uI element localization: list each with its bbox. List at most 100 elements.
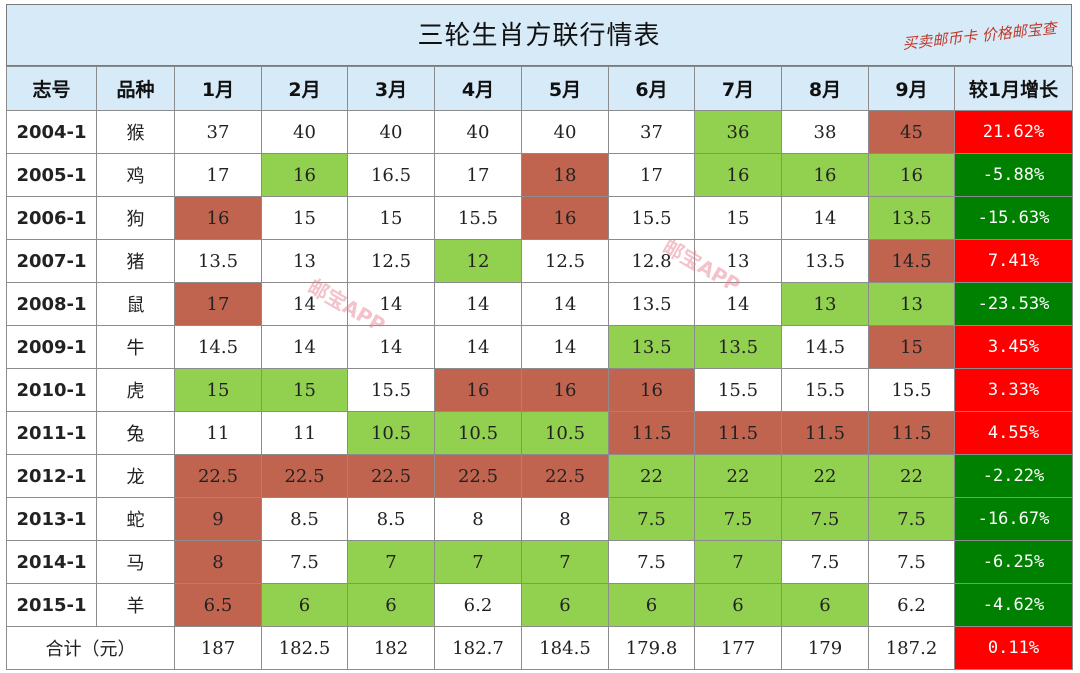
month-price-cell: 11.5: [694, 411, 782, 455]
month-price-cell: 12.5: [347, 239, 435, 283]
month-price-cell: 11: [261, 411, 348, 455]
growth-cell: -23.53%: [954, 282, 1073, 326]
growth-cell: -6.25%: [954, 540, 1073, 584]
growth-cell: -2.22%: [954, 454, 1073, 498]
month-price-cell: 16: [781, 153, 869, 197]
table-row: 2008-1 鼠 17 14 14 14 14 13.5 14 13 13 -23.53%: [6, 282, 1073, 326]
table-row: 2014-1 马 8 7.5 7 7 7 7.5 7 7.5 7.5 -6.25%: [6, 540, 1073, 584]
header-cell: 品种: [96, 66, 175, 111]
month-price-cell: 37: [608, 110, 695, 154]
table-row: 2005-1 鸡 17 16 16.5 17 18 17 16 16 16 -5.88%: [6, 153, 1073, 197]
issue-code-cell: 2007-1: [6, 239, 97, 283]
month-price-cell: 13: [694, 239, 782, 283]
month-price-cell: 14: [434, 325, 522, 369]
month-price-cell: 16: [521, 196, 609, 240]
month-price-cell: 40: [261, 110, 348, 154]
header-row: 志号 品种 1月 2月 3月 4月 5月 6月 7月 8月 9月 较1月增长: [6, 66, 1073, 111]
header-cell: 3月: [347, 66, 435, 111]
zodiac-cell: 虎: [96, 368, 175, 412]
month-price-cell: 14.5: [781, 325, 869, 369]
month-price-cell: 6: [261, 583, 348, 627]
total-row: 合计（元） 187 182.5 182 182.7 184.5 179.8 177 179 187…: [6, 626, 1073, 670]
month-price-cell: 40: [347, 110, 435, 154]
total-label: 合计（元）: [6, 626, 175, 670]
zodiac-cell: 龙: [96, 454, 175, 498]
month-price-cell: 15.5: [347, 368, 435, 412]
month-price-cell: 45: [868, 110, 955, 154]
price-table: 志号 品种 1月 2月 3月 4月 5月 6月 7月 8月 9月 较1月增长 2…: [6, 66, 1073, 670]
table-title: 三轮生肖方联行情表: [417, 21, 661, 51]
growth-cell: -5.88%: [954, 153, 1073, 197]
month-price-cell: 22.5: [521, 454, 609, 498]
month-price-cell: 8: [521, 497, 609, 541]
table-row: 2010-1 虎 15 15 15.5 16 16 16 15.5 15.5 15.5 3.33%: [6, 368, 1073, 412]
total-month-cell: 187.2: [868, 626, 955, 670]
growth-cell: 4.55%: [954, 411, 1073, 455]
month-price-cell: 7.5: [868, 540, 955, 584]
total-growth-cell: 0.11%: [954, 626, 1073, 670]
month-price-cell: 6: [694, 583, 782, 627]
month-price-cell: 16: [261, 153, 348, 197]
table-row: 2007-1 猪 13.5 13 12.5 12 12.5 12.8 13 13.5 14.5 7.4…: [6, 239, 1073, 283]
month-price-cell: 7.5: [608, 540, 695, 584]
month-price-cell: 10.5: [434, 411, 522, 455]
month-price-cell: 15.5: [608, 196, 695, 240]
month-price-cell: 7.5: [608, 497, 695, 541]
zodiac-cell: 鼠: [96, 282, 175, 326]
issue-code-cell: 2006-1: [6, 196, 97, 240]
issue-code-cell: 2011-1: [6, 411, 97, 455]
header-cell: 6月: [608, 66, 695, 111]
month-price-cell: 6: [608, 583, 695, 627]
issue-code-cell: 2010-1: [6, 368, 97, 412]
header-cell: 1月: [174, 66, 262, 111]
month-price-cell: 16: [434, 368, 522, 412]
zodiac-cell: 兔: [96, 411, 175, 455]
month-price-cell: 13.5: [694, 325, 782, 369]
header-cell: 9月: [868, 66, 955, 111]
month-price-cell: 22: [694, 454, 782, 498]
month-price-cell: 11.5: [868, 411, 955, 455]
month-price-cell: 9: [174, 497, 262, 541]
total-month-cell: 182.7: [434, 626, 522, 670]
month-price-cell: 6: [781, 583, 869, 627]
zodiac-cell: 马: [96, 540, 175, 584]
total-month-cell: 182: [347, 626, 435, 670]
growth-cell: 3.45%: [954, 325, 1073, 369]
month-price-cell: 12: [434, 239, 522, 283]
month-price-cell: 40: [434, 110, 522, 154]
issue-code-cell: 2015-1: [6, 583, 97, 627]
growth-cell: -16.67%: [954, 497, 1073, 541]
month-price-cell: 40: [521, 110, 609, 154]
table-body: 2004-1 猴 37 40 40 40 40 37 36 38 45 21.62% 2005-1 鸡 17…: [6, 110, 1073, 670]
month-price-cell: 13.5: [868, 196, 955, 240]
growth-cell: 21.62%: [954, 110, 1073, 154]
total-month-cell: 187: [174, 626, 262, 670]
header-cell: 5月: [521, 66, 609, 111]
total-month-cell: 179: [781, 626, 869, 670]
month-price-cell: 7: [521, 540, 609, 584]
month-price-cell: 18: [521, 153, 609, 197]
month-price-cell: 6: [347, 583, 435, 627]
month-price-cell: 6.2: [434, 583, 522, 627]
month-price-cell: 14: [521, 325, 609, 369]
month-price-cell: 12.5: [521, 239, 609, 283]
month-price-cell: 14: [434, 282, 522, 326]
month-price-cell: 16: [174, 196, 262, 240]
month-price-cell: 15: [261, 368, 348, 412]
table-row: 2015-1 羊 6.5 6 6 6.2 6 6 6 6 6.2 -4.62%: [6, 583, 1073, 627]
month-price-cell: 16: [868, 153, 955, 197]
month-price-cell: 15: [347, 196, 435, 240]
month-price-cell: 10.5: [521, 411, 609, 455]
zodiac-cell: 猪: [96, 239, 175, 283]
month-price-cell: 16.5: [347, 153, 435, 197]
issue-code-cell: 2014-1: [6, 540, 97, 584]
month-price-cell: 14: [261, 325, 348, 369]
month-price-cell: 7: [347, 540, 435, 584]
month-price-cell: 7.5: [694, 497, 782, 541]
issue-code-cell: 2012-1: [6, 454, 97, 498]
table-row: 2013-1 蛇 9 8.5 8.5 8 8 7.5 7.5 7.5 7.5 -16.67%: [6, 497, 1073, 541]
total-month-cell: 179.8: [608, 626, 695, 670]
month-price-cell: 11: [174, 411, 262, 455]
month-price-cell: 15.5: [781, 368, 869, 412]
month-price-cell: 13.5: [174, 239, 262, 283]
